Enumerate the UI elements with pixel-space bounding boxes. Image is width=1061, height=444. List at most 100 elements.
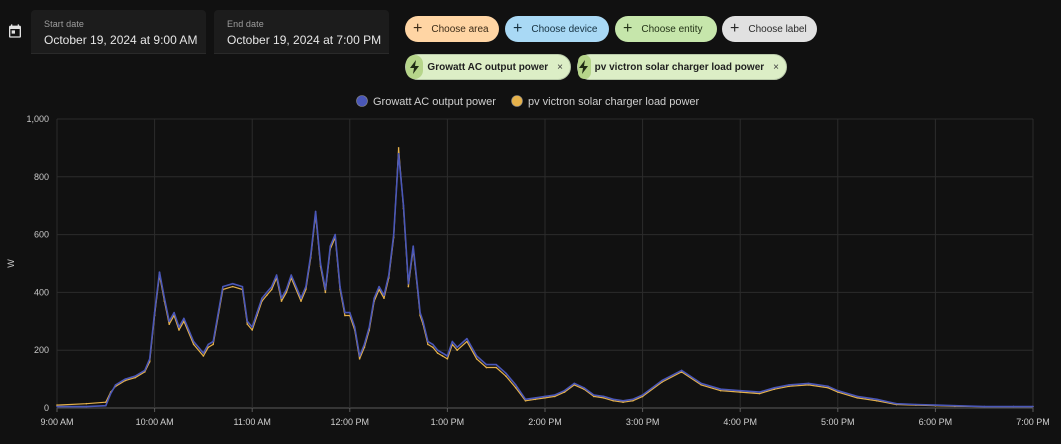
- x-tick-label: 12:00 PM: [331, 417, 370, 427]
- data-point: [124, 378, 127, 380]
- choose-area-button[interactable]: + Choose area: [405, 16, 499, 42]
- data-point: [632, 398, 634, 401]
- data-point: [876, 399, 878, 402]
- data-point: [329, 245, 332, 247]
- data-point: [231, 282, 234, 285]
- data-point: [680, 369, 683, 372]
- legend-item-label[interactable]: pv victron solar charger load power: [528, 96, 700, 108]
- data-point: [275, 274, 278, 276]
- data-point: [383, 294, 385, 297]
- data-point: [168, 320, 171, 323]
- data-point: [270, 288, 273, 291]
- data-point: [436, 349, 439, 352]
- data-point: [207, 343, 210, 346]
- choose-label-label: Choose label: [748, 23, 807, 35]
- data-point: [417, 291, 419, 294]
- data-point: [514, 386, 517, 389]
- entity-chip-victron[interactable]: pv victron solar charger load power ×: [577, 54, 787, 80]
- data-point: [427, 343, 429, 346]
- data-point: [1012, 405, 1015, 408]
- data-point: [412, 245, 415, 247]
- data-point: [632, 399, 634, 402]
- data-point: [758, 391, 761, 393]
- data-point: [446, 358, 449, 360]
- data-point: [431, 346, 434, 349]
- data-point: [144, 369, 146, 372]
- data-point: [270, 285, 273, 288]
- data-point: [202, 352, 205, 354]
- flash-icon: [406, 55, 424, 79]
- data-point: [173, 311, 175, 314]
- end-date-field[interactable]: End date October 19, 2024 at 7:00 PM: [214, 10, 389, 54]
- y-tick-label: 400: [34, 287, 49, 297]
- data-point: [466, 340, 468, 343]
- data-point: [266, 294, 268, 297]
- data-point: [602, 395, 605, 398]
- data-point: [261, 297, 263, 299]
- choose-label-button[interactable]: + Choose label: [722, 16, 817, 42]
- data-point: [524, 398, 527, 401]
- x-tick-label: 7:00 PM: [1016, 417, 1050, 427]
- data-point: [158, 271, 161, 273]
- calendar-icon[interactable]: [7, 23, 23, 39]
- data-point: [148, 358, 151, 360]
- data-point: [807, 382, 810, 385]
- data-point: [466, 337, 468, 340]
- data-point: [773, 386, 776, 389]
- y-axis-label: W: [6, 259, 16, 268]
- choose-device-button[interactable]: + Choose device: [505, 16, 609, 42]
- data-point: [397, 147, 400, 149]
- data-point: [983, 405, 985, 408]
- legend-item-label[interactable]: Growatt AC output power: [373, 96, 496, 108]
- data-point: [305, 285, 307, 288]
- data-point: [344, 314, 346, 317]
- remove-icon[interactable]: ×: [773, 61, 779, 73]
- data-point: [446, 355, 449, 357]
- plus-icon: +: [513, 20, 523, 37]
- start-date-value: October 19, 2024 at 9:00 AM: [44, 33, 198, 47]
- plus-icon: +: [730, 20, 740, 37]
- data-point: [915, 403, 917, 406]
- data-point: [378, 285, 380, 288]
- data-point: [505, 372, 507, 375]
- data-point: [837, 391, 839, 393]
- data-point: [202, 355, 205, 357]
- data-point: [285, 288, 288, 291]
- entity-chip-growatt[interactable]: Growatt AC output power ×: [405, 54, 571, 80]
- data-point: [495, 366, 498, 369]
- data-point: [719, 388, 722, 391]
- y-tick-label: 200: [34, 345, 49, 355]
- data-point: [153, 311, 156, 314]
- legend-marker[interactable]: [511, 95, 523, 107]
- data-point: [602, 397, 605, 399]
- data-point: [514, 384, 517, 386]
- data-point: [661, 379, 663, 382]
- choose-entity-button[interactable]: + Choose entity: [615, 16, 717, 42]
- data-point: [373, 297, 376, 299]
- data-point: [441, 355, 444, 357]
- start-date-field[interactable]: Start date October 19, 2024 at 9:00 AM: [31, 10, 206, 54]
- data-point: [353, 326, 356, 328]
- legend-marker[interactable]: [356, 95, 368, 107]
- data-point: [485, 363, 488, 366]
- data-point: [641, 394, 644, 396]
- data-point: [534, 397, 537, 399]
- data-point: [324, 291, 327, 294]
- data-point: [246, 320, 249, 323]
- data-point: [534, 398, 537, 401]
- remove-icon[interactable]: ×: [557, 61, 563, 73]
- data-point: [622, 399, 624, 402]
- data-point: [334, 233, 336, 236]
- data-point: [207, 346, 210, 349]
- y-tick-label: 0: [44, 403, 49, 413]
- data-point: [285, 291, 288, 294]
- data-point: [934, 404, 937, 406]
- data-point: [251, 326, 253, 328]
- data-point: [954, 404, 956, 407]
- data-point: [392, 233, 395, 236]
- data-point: [563, 389, 566, 392]
- data-point: [56, 404, 58, 406]
- data-point: [266, 291, 268, 294]
- data-point: [256, 311, 258, 314]
